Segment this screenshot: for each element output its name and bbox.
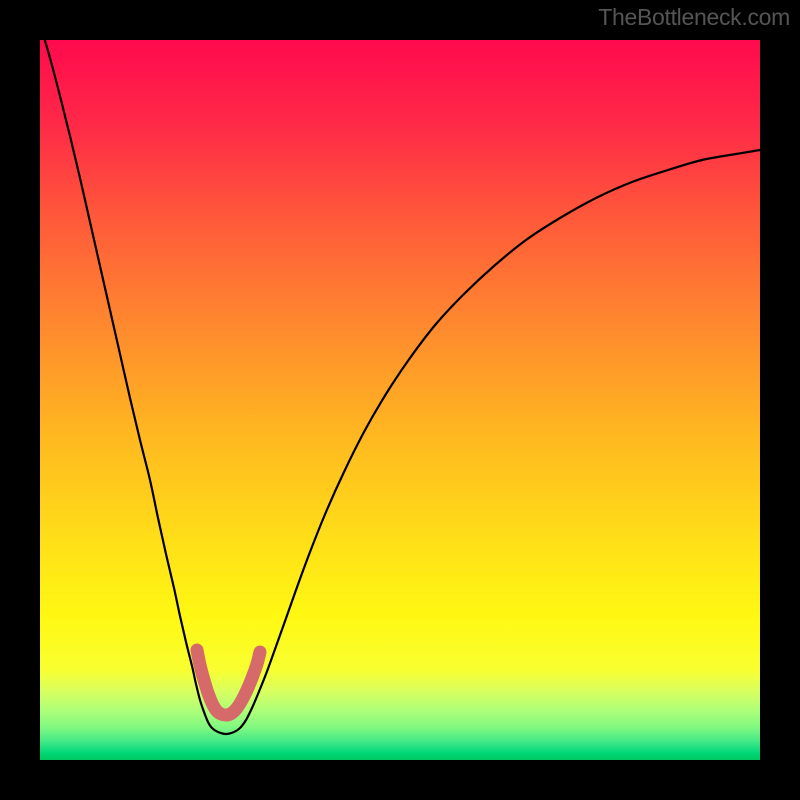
watermark-text: TheBottleneck.com [598,4,790,31]
bottleneck-chart [0,0,800,800]
plot-background [40,40,760,760]
